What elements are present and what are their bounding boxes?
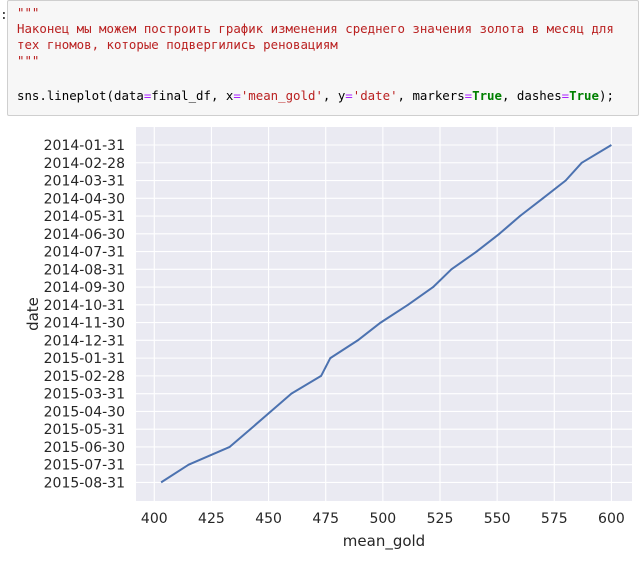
code-val-markers: True — [472, 88, 502, 103]
y-tick-label: 2014-10-31 — [44, 298, 125, 314]
x-tick-label: 500 — [369, 511, 396, 527]
x-tick-label: 475 — [312, 511, 339, 527]
y-tick-label: 2015-06-30 — [44, 440, 125, 456]
y-tick-label: 2014-11-30 — [44, 316, 125, 332]
code-func: sns.lineplot( — [17, 88, 114, 103]
x-axis-label: mean_gold — [343, 532, 425, 551]
y-tick-label: 2015-05-31 — [44, 422, 125, 438]
code-val-data: final_df, — [151, 88, 226, 103]
x-tick-label: 450 — [255, 511, 282, 527]
y-tick-label: 2014-02-28 — [44, 156, 125, 172]
x-tick-label: 600 — [598, 511, 625, 527]
line-chart: 400 425 450 475 500 525 550 575 600 2014-01-3120… — [24, 127, 632, 551]
code-val-x: 'mean_gold' — [240, 88, 323, 103]
docstring-open: """ — [17, 5, 40, 20]
code-eq: = — [143, 88, 152, 103]
code-close: ); — [598, 88, 614, 103]
series-line — [160, 144, 612, 484]
code-comma: , — [322, 88, 338, 103]
x-tick-label: 400 — [141, 511, 168, 527]
y-tick-labels: 2014-01-31 2014-02-28 2014-03-312014-04-30… — [44, 138, 125, 491]
y-tick-label: 2015-03-31 — [44, 387, 125, 403]
code-arg-y: y — [337, 88, 346, 103]
x-tick-labels: 400 425 450 475 500 525 550 575 600 — [141, 511, 625, 527]
x-tick-label: 425 — [198, 511, 225, 527]
y-tick-label: 2014-05-31 — [44, 209, 125, 225]
code-eq: = — [561, 88, 570, 103]
x-tick-label: 550 — [484, 511, 511, 527]
code-line-lineplot: sns.lineplot(data=final_df, x='mean_gold… — [17, 88, 614, 103]
code-eq: = — [464, 88, 473, 103]
y-axis-label: date — [24, 297, 42, 331]
code-arg-data: data — [113, 88, 144, 103]
grid-lines — [136, 127, 632, 501]
code-val-y: 'date' — [352, 88, 398, 103]
code-eq: = — [233, 88, 241, 103]
y-tick-label: 2014-08-31 — [44, 262, 125, 278]
y-tick-label: 2015-02-28 — [44, 369, 125, 385]
y-tick-label: 2015-08-31 — [44, 475, 125, 491]
y-tick-label: 2014-07-31 — [44, 245, 125, 261]
y-tick-label: 2014-04-30 — [44, 191, 125, 207]
y-tick-label: 2014-12-31 — [44, 333, 125, 349]
comment-line-1: Наконец мы можем построить график измене… — [17, 21, 614, 36]
plot-background — [136, 127, 632, 501]
y-tick-label: 2014-03-31 — [44, 174, 125, 190]
code-arg-markers: markers — [412, 88, 465, 103]
series-layer — [160, 144, 612, 484]
y-tick-label: 2015-07-31 — [44, 458, 125, 474]
code-comma: , — [397, 88, 413, 103]
y-tick-label: 2014-06-30 — [44, 227, 125, 243]
code-val-dashes: True — [569, 88, 599, 103]
code-arg-x: x — [225, 88, 234, 103]
code-comma: , — [501, 88, 517, 103]
comment-line-2: тех гномов, которые подвергились реновац… — [17, 37, 338, 52]
y-tick-label: 2015-01-31 — [44, 351, 125, 367]
code-arg-dashes: dashes — [516, 88, 562, 103]
cell-prompt: : — [0, 8, 8, 23]
y-tick-label: 2014-09-30 — [44, 280, 125, 296]
x-tick-label: 575 — [541, 511, 568, 527]
y-tick-label: 2015-04-30 — [44, 404, 125, 420]
code-cell-input[interactable]: """ Наконец мы можем построить график из… — [7, 0, 639, 116]
cell-output: 400 425 450 475 500 525 550 575 600 2014-01-31 20… — [0, 118, 642, 565]
docstring-close: """ — [17, 53, 40, 68]
x-tick-label: 525 — [427, 511, 454, 527]
code-eq: = — [345, 88, 353, 103]
y-tick-label: 2014-01-31 — [44, 138, 125, 154]
